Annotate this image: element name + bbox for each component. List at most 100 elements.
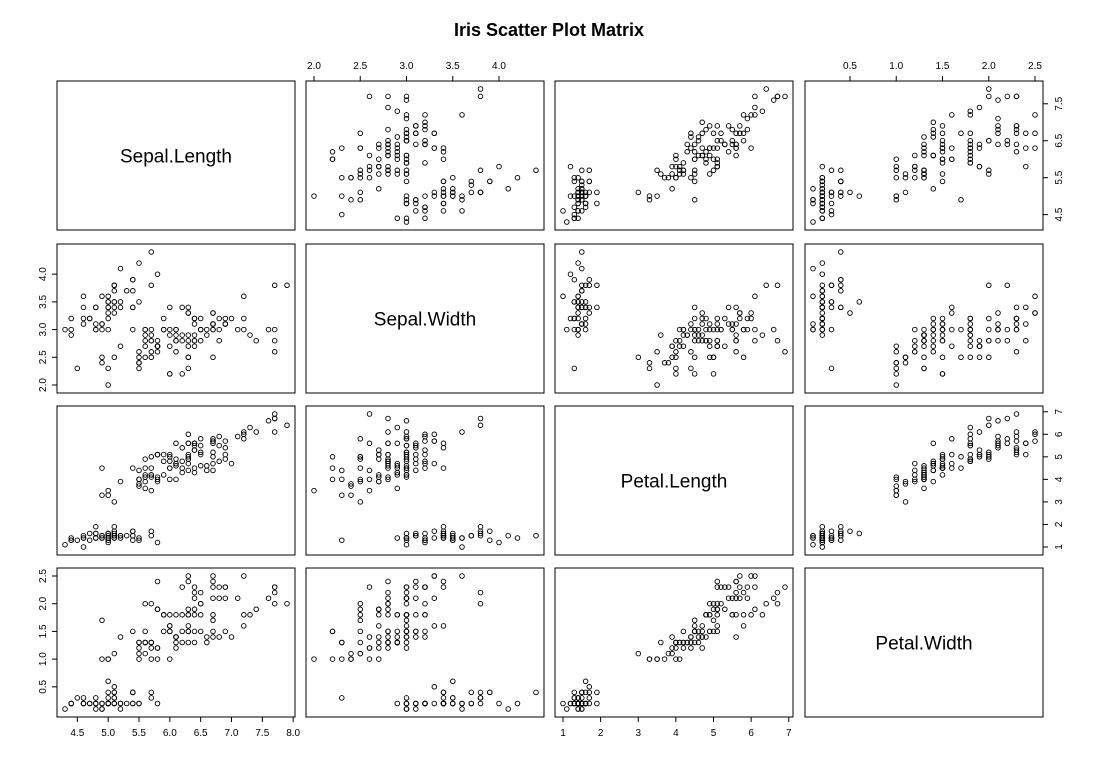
data-point bbox=[939, 451, 946, 458]
left-tick-label: 1.5 bbox=[38, 624, 49, 638]
data-point bbox=[366, 645, 373, 651]
data-point bbox=[930, 152, 937, 159]
data-point bbox=[912, 337, 918, 344]
data-point bbox=[763, 282, 769, 289]
data-point bbox=[222, 445, 229, 451]
data-point bbox=[729, 137, 736, 144]
bottom-tick-label: 6 bbox=[748, 728, 754, 739]
data-point bbox=[173, 639, 179, 646]
bottom-tick-label: 5.0 bbox=[101, 728, 115, 739]
data-point bbox=[902, 189, 909, 196]
data-point bbox=[130, 276, 136, 283]
data-point bbox=[695, 332, 702, 338]
data-point bbox=[210, 467, 216, 474]
data-point bbox=[828, 326, 835, 333]
data-point bbox=[810, 186, 816, 192]
data-point bbox=[676, 326, 683, 333]
data-point bbox=[939, 332, 946, 338]
data-point bbox=[413, 584, 419, 590]
data-point bbox=[912, 467, 918, 474]
data-point bbox=[737, 573, 743, 579]
data-point bbox=[105, 689, 111, 696]
data-point bbox=[669, 645, 675, 651]
data-point bbox=[575, 174, 581, 181]
data-point bbox=[706, 600, 713, 607]
data-point bbox=[105, 700, 111, 707]
data-point bbox=[838, 193, 844, 199]
data-point bbox=[575, 200, 581, 207]
data-point bbox=[930, 321, 937, 327]
data-point bbox=[394, 134, 401, 140]
data-point bbox=[699, 332, 705, 338]
data-point bbox=[902, 171, 909, 177]
data-point bbox=[533, 689, 539, 696]
panel-sepal-width-vs-sepal-length bbox=[56, 243, 296, 394]
data-point bbox=[376, 472, 382, 478]
data-point bbox=[311, 193, 317, 199]
data-point bbox=[695, 337, 702, 344]
data-point bbox=[117, 478, 124, 485]
data-point bbox=[271, 282, 278, 289]
data-point bbox=[714, 156, 721, 162]
data-point bbox=[710, 145, 717, 151]
data-point bbox=[669, 186, 675, 192]
data-point bbox=[893, 487, 900, 494]
data-point bbox=[699, 119, 705, 126]
data-point bbox=[921, 171, 927, 177]
data-point bbox=[422, 530, 428, 537]
data-point bbox=[185, 354, 192, 361]
data-point bbox=[722, 584, 728, 590]
data-point bbox=[271, 349, 278, 355]
data-point bbox=[450, 186, 456, 192]
data-point bbox=[459, 208, 465, 214]
data-point bbox=[403, 197, 410, 203]
data-point bbox=[714, 343, 721, 349]
data-point bbox=[646, 360, 653, 366]
data-point bbox=[819, 193, 826, 199]
data-point bbox=[1023, 163, 1029, 170]
data-point bbox=[586, 178, 593, 185]
data-point bbox=[1004, 141, 1011, 148]
data-point bbox=[105, 293, 111, 300]
data-point bbox=[571, 178, 578, 185]
data-point bbox=[893, 163, 900, 170]
data-point bbox=[413, 467, 419, 474]
data-point bbox=[838, 537, 844, 543]
data-point bbox=[422, 447, 428, 453]
data-point bbox=[571, 315, 578, 322]
data-point bbox=[403, 178, 410, 185]
data-point bbox=[403, 442, 410, 449]
data-point bbox=[819, 299, 826, 305]
data-point bbox=[154, 271, 161, 277]
data-point bbox=[99, 656, 105, 662]
data-point bbox=[1013, 451, 1020, 458]
data-point bbox=[431, 438, 438, 444]
data-point bbox=[105, 382, 111, 388]
data-point bbox=[440, 186, 447, 192]
data-point bbox=[930, 186, 937, 192]
bottom-tick-label: 6.0 bbox=[163, 728, 177, 739]
data-point bbox=[706, 354, 713, 361]
data-point bbox=[752, 293, 758, 300]
data-point bbox=[810, 321, 816, 327]
data-point bbox=[661, 360, 668, 366]
data-point bbox=[376, 447, 382, 453]
data-point bbox=[669, 634, 675, 640]
data-point bbox=[579, 208, 585, 214]
data-point bbox=[744, 315, 751, 322]
data-point bbox=[930, 467, 937, 474]
data-point bbox=[339, 537, 345, 543]
data-point bbox=[699, 623, 705, 629]
data-point bbox=[582, 321, 589, 327]
data-point bbox=[148, 600, 155, 607]
panel-sepal-length-vs-sepal-length: Sepal.Length bbox=[56, 80, 296, 231]
data-point bbox=[422, 137, 428, 144]
data-point bbox=[582, 326, 589, 333]
data-point bbox=[691, 371, 698, 377]
data-point bbox=[173, 326, 179, 333]
data-point bbox=[348, 650, 354, 657]
data-point bbox=[740, 326, 747, 333]
data-point bbox=[575, 215, 581, 222]
data-point bbox=[759, 332, 766, 338]
data-point bbox=[154, 478, 161, 485]
